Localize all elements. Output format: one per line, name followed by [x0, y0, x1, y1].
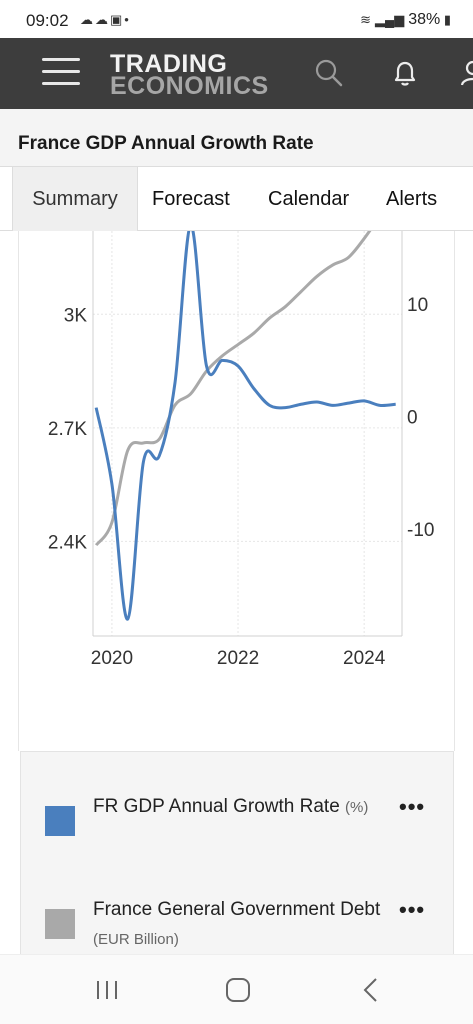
tab-calendar[interactable]: Calendar: [268, 188, 350, 210]
x-axis-tick-label: 2022: [217, 648, 259, 669]
notification-icon: ▣: [110, 12, 125, 27]
y-axis-right-tick-label: 10: [407, 295, 428, 316]
tab-alerts[interactable]: Alerts: [386, 188, 438, 210]
logo-line1: TRADING: [110, 50, 228, 78]
y-axis-left-tick-label: 2.4K: [48, 532, 87, 553]
system-nav-bar: [0, 954, 473, 1024]
status-time: 09:02: [26, 11, 69, 30]
y-axis-right-tick-label: -10: [407, 520, 434, 541]
app-header: TRADING ECONOMICS: [0, 38, 473, 109]
home-icon[interactable]: [223, 975, 253, 1005]
legend: FR GDP Annual Growth Rate (%) ••• France…: [20, 751, 454, 961]
tab-forecast[interactable]: Forecast: [152, 188, 230, 210]
legend-label-gdp-text: FR GDP Annual Growth Rate: [93, 796, 340, 817]
tab-summary[interactable]: Summary: [12, 167, 138, 231]
page-title: France GDP Annual Growth Rate: [18, 133, 314, 154]
battery-percent: 38%: [408, 11, 441, 28]
user-icon[interactable]: [458, 58, 473, 88]
chart-container[interactable]: 3K 2.7K 2.4K 10 0 -10 2020 2022 2024: [18, 231, 455, 751]
logo-line2: ECONOMICS: [110, 72, 269, 100]
legend-swatch-gdp: [45, 806, 75, 836]
legend-label-gdp: FR GDP Annual Growth Rate (%): [93, 792, 383, 822]
more-options-icon[interactable]: •••: [399, 897, 426, 922]
search-icon[interactable]: [314, 58, 344, 88]
legend-unit-debt: (EUR Billion): [93, 931, 179, 948]
weather-icon: ☁: [95, 12, 110, 27]
legend-label-debt: France General Government Debt (EUR Bill…: [93, 895, 383, 954]
tab-bar: Summary Forecast Calendar Alerts: [0, 167, 473, 231]
battery-icon: ▮: [440, 12, 451, 27]
y-axis-left-tick-label: 2.7K: [48, 419, 87, 440]
back-icon[interactable]: [356, 975, 386, 1005]
legend-unit-gdp: (%): [345, 799, 369, 816]
series-line-gdp-growth: [94, 231, 396, 621]
signal-icon: ▂▄▆: [374, 12, 405, 27]
status-bar: 09:02 ☁☁▣• ≋ ▂▄▆ 38% ▮: [0, 0, 473, 38]
wifi-icon: ≋: [360, 12, 371, 27]
more-options-icon[interactable]: •••: [399, 794, 426, 819]
series-line-government-debt: [94, 231, 372, 547]
x-axis-tick-label: 2024: [343, 648, 386, 669]
x-axis-tick-label: 2020: [91, 648, 133, 669]
cloud-icon: ☁: [80, 12, 95, 27]
line-chart[interactable]: 3K 2.7K 2.4K 10 0 -10 2020 2022 2024: [19, 231, 456, 751]
trading-economics-logo[interactable]: TRADING ECONOMICS: [110, 50, 269, 100]
bell-icon[interactable]: [390, 58, 420, 88]
status-right: ≋ ▂▄▆ 38% ▮: [360, 11, 455, 29]
y-axis-left-tick-label: 3K: [64, 305, 88, 326]
title-bar: France GDP Annual Growth Rate: [0, 109, 473, 167]
legend-swatch-debt: [45, 909, 75, 939]
menu-icon[interactable]: [42, 58, 80, 88]
recent-apps-icon[interactable]: [92, 975, 122, 1005]
status-notification-icons: ☁☁▣•: [80, 12, 131, 28]
dot-icon: •: [124, 12, 131, 27]
legend-label-debt-text: France General Government Debt: [93, 899, 381, 920]
y-axis-right-tick-label: 0: [407, 408, 418, 429]
